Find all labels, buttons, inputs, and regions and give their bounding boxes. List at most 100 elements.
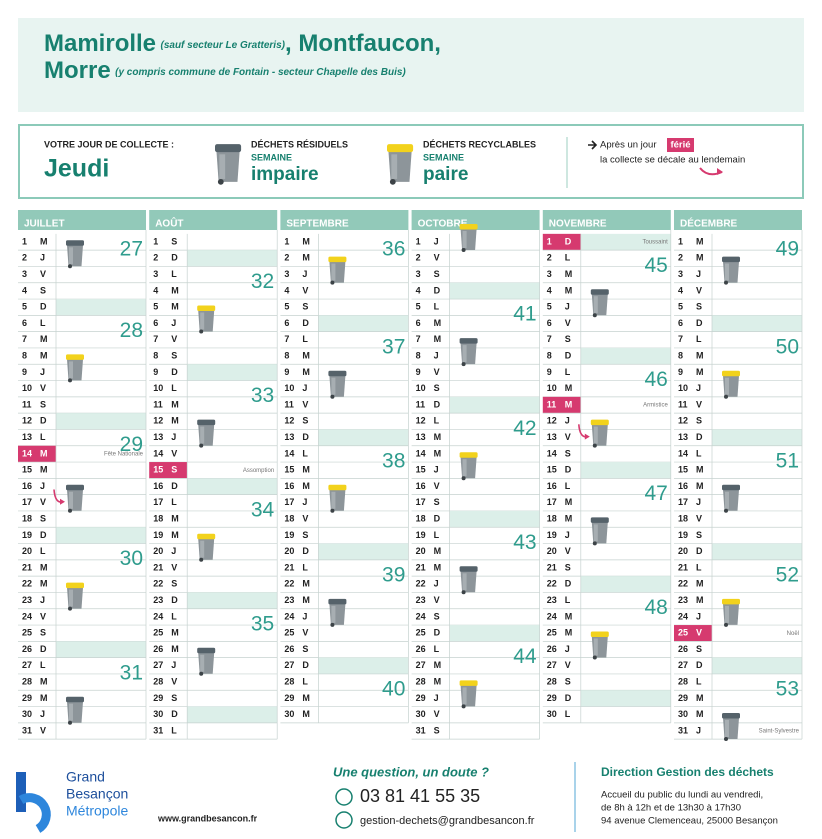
- logo-text: Grand: [66, 769, 105, 785]
- bin-lid: [215, 144, 242, 153]
- date: 21: [153, 562, 163, 572]
- weekday: M: [40, 676, 48, 686]
- date: 1: [22, 236, 27, 246]
- date: 19: [153, 530, 163, 540]
- weekday: S: [434, 725, 440, 735]
- weekday: L: [171, 611, 177, 621]
- sunday-fill: [712, 657, 802, 674]
- week-number: 45: [644, 254, 667, 277]
- recyclable-week: paire: [423, 164, 468, 185]
- weekday: L: [565, 595, 571, 605]
- holiday-name: Toussaint: [642, 240, 668, 246]
- recyclable-bin: [722, 370, 740, 399]
- bin-lid: [590, 419, 609, 426]
- date: 20: [416, 546, 426, 556]
- date: 17: [284, 497, 294, 507]
- residual-bin: [328, 598, 347, 627]
- bin-wheel: [724, 622, 728, 627]
- recyclable-bin: [197, 533, 216, 562]
- date: 14: [153, 448, 163, 458]
- bin-lid: [328, 484, 347, 491]
- week-number: 49: [776, 238, 799, 261]
- residual-bin: [66, 240, 84, 269]
- weekday: M: [434, 562, 442, 572]
- bin-shade: [200, 654, 205, 672]
- weekday: L: [302, 676, 308, 686]
- sunday-fill: [712, 315, 802, 332]
- bin-wheel: [592, 541, 597, 546]
- date: 10: [678, 383, 688, 393]
- weekday: V: [171, 676, 177, 686]
- date: 16: [547, 481, 557, 491]
- sunday-fill: [449, 396, 540, 414]
- weekday: M: [302, 481, 310, 491]
- arrow-icon: [588, 140, 598, 150]
- weekday: J: [434, 236, 439, 246]
- residual-bin: [722, 256, 740, 285]
- info-box: [18, 124, 804, 199]
- bin-wheel: [68, 508, 72, 513]
- weekday: S: [302, 416, 308, 426]
- weekday: D: [565, 693, 572, 703]
- date: 28: [678, 676, 688, 686]
- date: 16: [22, 481, 32, 491]
- email[interactable]: gestion-dechets@grandbesancon.fr: [360, 815, 535, 827]
- date: 13: [547, 432, 557, 442]
- weekday: J: [171, 318, 176, 328]
- week-number: 37: [382, 335, 405, 358]
- sunday-fill: [449, 282, 540, 300]
- date: 17: [416, 497, 426, 507]
- date: 15: [284, 465, 294, 475]
- date: 6: [678, 318, 683, 328]
- date: 25: [153, 628, 163, 638]
- weekday: M: [565, 269, 573, 279]
- weekday: V: [565, 318, 571, 328]
- recyclable-bin: [328, 484, 347, 513]
- bin-lid: [387, 144, 414, 153]
- bin-wheel: [461, 362, 466, 367]
- bin-wheel: [330, 622, 335, 627]
- weekday: M: [696, 579, 704, 589]
- recyclable-bin: [197, 305, 216, 334]
- sunday-fill: [56, 527, 146, 544]
- weekday: D: [302, 432, 309, 442]
- date: 20: [284, 546, 294, 556]
- bin-shade: [219, 154, 226, 179]
- weekday: V: [40, 611, 46, 621]
- weekday: S: [171, 693, 177, 703]
- bin-shade: [593, 524, 598, 542]
- weekday: S: [434, 269, 440, 279]
- date: 14: [678, 448, 688, 458]
- date: 10: [153, 383, 163, 393]
- weekday: V: [171, 334, 177, 344]
- weekday: J: [565, 302, 570, 312]
- date: 3: [547, 269, 552, 279]
- weekday: L: [565, 367, 571, 377]
- date: 30: [678, 709, 688, 719]
- sunday-fill: [56, 641, 146, 658]
- weekday: M: [171, 416, 179, 426]
- website[interactable]: www.grandbesancon.fr: [157, 813, 258, 823]
- recyclable-bin: [328, 256, 347, 285]
- sunday-fill: [580, 690, 671, 707]
- note: (sauf secteur Le Gratteris): [160, 40, 285, 51]
- date: 9: [22, 367, 27, 377]
- shift-arrowhead: [717, 168, 723, 175]
- bin-wheel: [724, 394, 728, 399]
- sunday-fill: [449, 625, 540, 642]
- date: 30: [416, 709, 426, 719]
- date: 3: [22, 269, 27, 279]
- weekday: L: [696, 334, 702, 344]
- residual-bin: [66, 484, 84, 513]
- date: 24: [284, 611, 294, 621]
- recyclable-bin: [66, 354, 84, 383]
- weekday: S: [171, 236, 177, 246]
- date: 19: [416, 530, 426, 540]
- date: 25: [678, 628, 688, 638]
- bin-wheel: [592, 443, 597, 448]
- week-number: 52: [776, 564, 799, 587]
- phone[interactable]: 03 81 41 55 35: [360, 786, 480, 806]
- date: 15: [22, 465, 32, 475]
- weekday: M: [40, 350, 48, 360]
- date: 21: [416, 562, 426, 572]
